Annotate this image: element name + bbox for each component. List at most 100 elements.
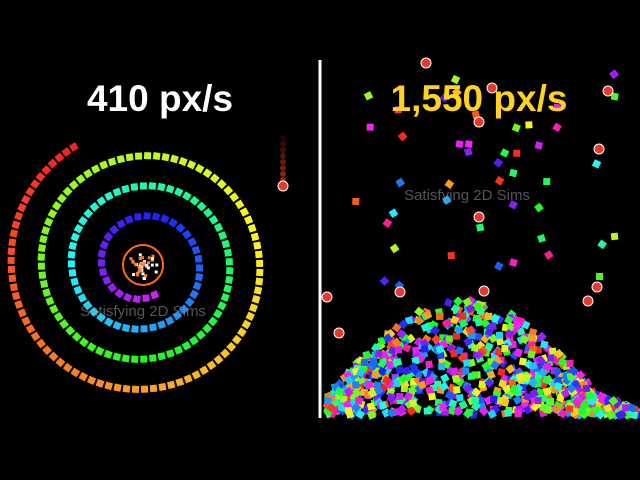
block (386, 393, 396, 402)
core-particle (138, 267, 142, 271)
spiral-block (89, 306, 99, 317)
block (553, 348, 564, 359)
spiral-block (70, 367, 81, 378)
block (396, 392, 404, 401)
spiral-block (189, 289, 199, 300)
falling-block (610, 92, 619, 101)
block (425, 386, 434, 395)
spiral-block (49, 304, 59, 314)
block (377, 366, 387, 377)
block (547, 398, 555, 406)
falling-block (379, 276, 390, 287)
block (448, 398, 458, 409)
core-particle (140, 268, 144, 272)
block (534, 397, 542, 405)
spiral-block (68, 241, 78, 251)
block (497, 368, 506, 377)
falling-block (534, 141, 544, 150)
spiral-block (95, 346, 105, 356)
spiral-block (256, 268, 264, 277)
spiral-block (202, 323, 213, 334)
block (487, 409, 497, 419)
falling-block (525, 121, 533, 129)
block (438, 363, 446, 371)
core-particle (138, 268, 142, 272)
block (378, 401, 387, 410)
block (451, 374, 461, 384)
spiral-block (82, 300, 93, 311)
block (568, 365, 579, 376)
spiral-block (151, 212, 161, 221)
spiral-block (7, 247, 16, 256)
block (579, 400, 589, 410)
spiral-block (112, 352, 122, 362)
core-particle (135, 271, 139, 275)
left-speed-label: 410 px/s (87, 78, 233, 119)
block (463, 336, 473, 347)
block (501, 344, 509, 353)
spiral-block (89, 201, 100, 212)
block (480, 318, 490, 328)
spiral-block (116, 219, 126, 229)
block (344, 406, 353, 415)
spiral-block (174, 187, 184, 197)
spiral-block (161, 153, 170, 162)
falling-block (537, 233, 546, 243)
block (513, 348, 523, 358)
spiral-block (165, 316, 175, 326)
block (367, 410, 377, 420)
spiral-block (209, 173, 220, 184)
block (462, 359, 471, 367)
block (367, 388, 378, 399)
spiral-block (21, 194, 31, 205)
spiral-block (184, 297, 195, 308)
spiral-block (142, 294, 150, 303)
spiral-block (195, 264, 204, 272)
spiral-block (56, 193, 67, 204)
falling-block (397, 131, 408, 142)
spiral-block (30, 331, 41, 342)
spiral-block (165, 349, 175, 358)
spiral-block (68, 269, 77, 277)
block (386, 407, 397, 418)
falling-block (591, 159, 602, 169)
spiral-block (8, 238, 17, 247)
block (551, 403, 562, 414)
block (542, 387, 552, 396)
block (445, 335, 453, 343)
block (565, 405, 574, 413)
spiral-block (123, 292, 133, 303)
block (527, 339, 536, 348)
spiral-block (25, 186, 36, 197)
spiral-block (59, 319, 69, 329)
spiral-block (158, 382, 167, 391)
spiral-block (172, 310, 183, 321)
block (513, 320, 523, 330)
spiral-block (247, 223, 257, 233)
block (423, 310, 433, 320)
block (506, 321, 516, 332)
block (544, 405, 553, 414)
spiral-block (121, 323, 131, 333)
spiral-block (51, 201, 62, 211)
block (374, 385, 384, 396)
block (529, 388, 539, 398)
spiral-block (122, 384, 131, 393)
block (409, 398, 418, 407)
block (396, 328, 407, 339)
spiral-block (139, 182, 147, 190)
core-particle (142, 260, 146, 264)
spiral-block (192, 281, 202, 291)
block (355, 397, 363, 405)
spiral-block (225, 267, 234, 275)
block (617, 409, 627, 419)
spiral-block (37, 253, 46, 261)
trail (280, 153, 286, 159)
spiral-block (79, 337, 89, 348)
falling-block (494, 261, 504, 271)
spiral-block (107, 282, 118, 293)
spiral-block (48, 351, 59, 362)
spiral-block (112, 187, 122, 197)
spiral-block (42, 345, 53, 356)
spiral-block (36, 338, 46, 349)
